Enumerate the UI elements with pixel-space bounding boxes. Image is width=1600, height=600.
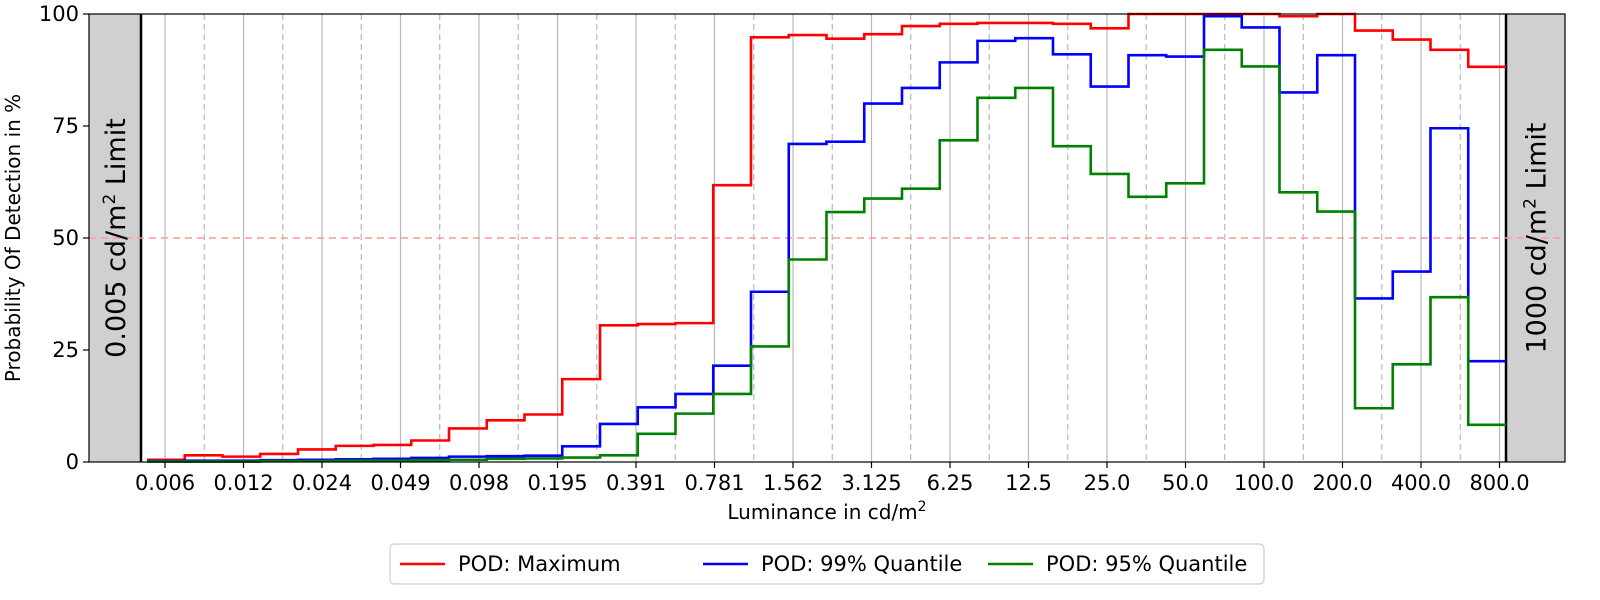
x-tick-label: 3.125 xyxy=(841,471,901,495)
x-tick-label: 800.0 xyxy=(1469,471,1529,495)
series-lines xyxy=(147,12,1506,463)
right-limit-label: 1000 cd/m2 Limit xyxy=(1521,122,1553,353)
x-tick-label: 0.391 xyxy=(606,471,666,495)
y-tick-label: 0 xyxy=(66,450,79,474)
y-tick-label: 25 xyxy=(52,338,79,362)
left-limit-label: 0.005 cd/m2 Limit xyxy=(100,118,132,358)
y-tick-label: 50 xyxy=(52,226,79,250)
y-tick-label: 100 xyxy=(39,2,79,26)
x-tick-label: 0.781 xyxy=(684,471,744,495)
x-tick-label: 50.0 xyxy=(1162,471,1209,495)
legend-label-2: POD: 95% Quantile xyxy=(1046,552,1247,576)
x-tick-label: 12.5 xyxy=(1005,471,1052,495)
y-axis-ticks: 0 25 50 75 100 xyxy=(39,2,89,474)
x-axis-label: Luminance in cd/m2 xyxy=(727,499,926,524)
x-tick-label: 0.098 xyxy=(449,471,509,495)
x-tick-label: 0.195 xyxy=(527,471,587,495)
y-axis-label: Probability Of Detection in % xyxy=(1,94,25,382)
x-tick-label: 0.012 xyxy=(213,471,273,495)
x-tick-label: 0.049 xyxy=(370,471,430,495)
legend: POD: Maximum POD: 99% Quantile POD: 95% Qu… xyxy=(389,543,1265,585)
legend-box xyxy=(389,543,1265,585)
series-line-1 xyxy=(147,14,1506,463)
x-tick-label: 25.0 xyxy=(1084,471,1131,495)
series-line-0 xyxy=(147,12,1506,462)
x-tick-label: 0.006 xyxy=(135,471,195,495)
legend-label-1: POD: 99% Quantile xyxy=(761,552,962,576)
x-tick-label: 6.25 xyxy=(927,471,974,495)
legend-label-0: POD: Maximum xyxy=(458,552,621,576)
x-tick-label: 400.0 xyxy=(1391,471,1451,495)
y-tick-label: 75 xyxy=(52,114,79,138)
x-tick-label: 1.562 xyxy=(763,471,823,495)
series-line-2 xyxy=(147,48,1506,463)
x-tick-label: 200.0 xyxy=(1312,471,1372,495)
x-axis-ticks: 0.006 0.012 0.024 0.049 0.098 0.195 0.391 0.781… xyxy=(135,462,1530,495)
x-tick-label: 100.0 xyxy=(1234,471,1294,495)
limit-labels: 0.005 cd/m2 Limit 1000 cd/m2 Limit xyxy=(100,118,1553,358)
x-tick-label: 0.024 xyxy=(292,471,352,495)
